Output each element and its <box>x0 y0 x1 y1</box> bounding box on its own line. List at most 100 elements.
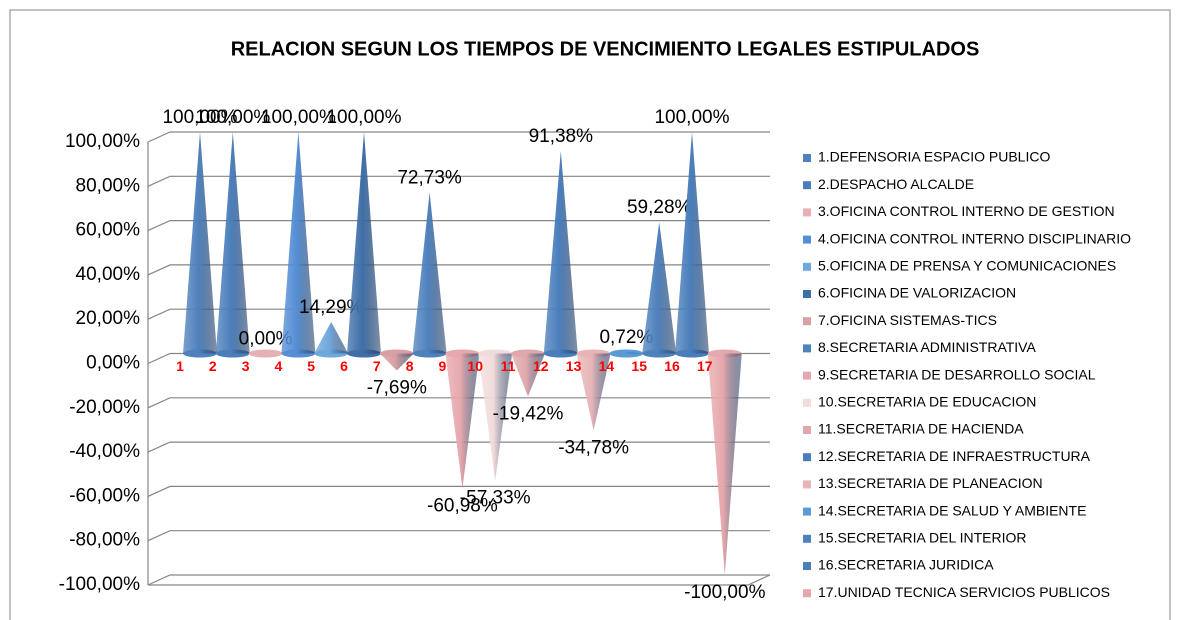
legend-label: 2.DESPACHO ALCALDE <box>818 176 974 192</box>
legend-label: 14.SECRETARIA DE SALUD Y AMBIENTE <box>818 502 1086 518</box>
value-label: 100,00% <box>162 107 237 128</box>
legend-swatch <box>803 480 811 489</box>
legend-label: 1.DEFENSORIA ESPACIO PUBLICO <box>818 149 1050 165</box>
cone <box>675 132 709 354</box>
legend-swatch <box>803 371 811 380</box>
cone <box>347 132 381 354</box>
x-tick-label: 3 <box>242 358 250 374</box>
cone <box>609 351 644 354</box>
y-tick-label: 60,00% <box>76 220 141 241</box>
y-tick-label: 80,00% <box>76 175 141 196</box>
legend-label: 6.OFICINA DE VALORIZACION <box>818 285 1016 301</box>
cone <box>314 321 349 354</box>
value-label: 100,00% <box>654 107 729 128</box>
x-tick-label: 6 <box>340 358 348 374</box>
y-tick-label: 20,00% <box>76 308 141 329</box>
cone <box>642 222 677 354</box>
legend-label: 3.OFICINA CONTROL INTERNO DE GESTION <box>818 203 1115 219</box>
y-tick-label: -60,00% <box>69 485 140 506</box>
legend-label: 11.SECRETARIA DE HACIENDA <box>818 421 1024 437</box>
grid-line <box>147 574 770 586</box>
legend-swatch <box>803 290 811 298</box>
x-tick-label: 7 <box>373 358 381 374</box>
value-label: 100,00% <box>195 107 270 128</box>
y-tick-label: -80,00% <box>69 530 140 551</box>
x-tick-label: 14 <box>599 358 615 374</box>
cone-base <box>248 349 283 358</box>
x-tick-label: 4 <box>275 358 283 374</box>
legend-swatch <box>803 262 811 271</box>
value-label: -34,78% <box>558 438 629 459</box>
legend-swatch <box>803 154 811 162</box>
legend-swatch <box>803 235 811 244</box>
legend-label: 10.SECRETARIA DE EDUCACION <box>818 394 1036 410</box>
value-label: 91,38% <box>529 126 594 147</box>
x-tick-label: 12 <box>533 358 549 374</box>
cone <box>576 353 611 431</box>
legend-swatch <box>803 181 811 190</box>
cone <box>281 132 316 354</box>
cone <box>412 192 447 354</box>
value-label: 0,72% <box>599 327 653 348</box>
value-label: 0,00% <box>239 329 293 350</box>
legend-label: 15.SECRETARIA DEL INTERIOR <box>818 530 1027 546</box>
value-label: -60,98% <box>427 496 498 517</box>
grid-line <box>147 220 770 232</box>
legend-label: 4.OFICINA CONTROL INTERNO DISCIPLINARIO <box>818 230 1131 246</box>
legend-label: 13.SECRETARIA DE PLANEACION <box>818 475 1043 491</box>
legend-swatch <box>803 208 811 217</box>
x-tick-label: 11 <box>501 358 516 374</box>
y-tick-label: 0,00% <box>86 353 140 374</box>
legend-swatch <box>803 426 811 434</box>
x-tick-label: 2 <box>209 358 217 374</box>
legend-swatch <box>803 589 811 598</box>
legend-label: 17.UNIDAD TECNICA SERVICIOS PUBLICOS <box>818 584 1110 600</box>
x-tick-label: 13 <box>566 358 582 374</box>
x-tick-label: 1 <box>176 358 184 374</box>
y-tick-label: 40,00% <box>76 264 141 285</box>
legend-label: 12.SECRETARIA DE INFRAESTRUCTURA <box>818 448 1091 464</box>
legend-swatch <box>803 317 811 326</box>
grid-line <box>147 131 770 143</box>
legend-swatch <box>803 534 811 543</box>
value-label: 59,28% <box>627 197 692 218</box>
value-label: 100,00% <box>261 107 336 128</box>
x-tick-label: 5 <box>307 358 315 374</box>
legend-swatch <box>803 507 811 516</box>
grid-line <box>147 485 770 497</box>
floor-edge <box>148 574 771 586</box>
x-tick-label: 9 <box>439 358 447 374</box>
y-tick-label: -40,00% <box>69 441 140 462</box>
cone <box>215 132 250 354</box>
x-tick-label: 15 <box>631 358 647 374</box>
cone <box>707 353 742 575</box>
legend-label: 5.OFICINA DE PRENSA Y COMUNICACIONES <box>818 258 1116 274</box>
value-label: -57,33% <box>460 488 531 509</box>
legend-swatch <box>803 562 811 570</box>
cone <box>478 353 513 481</box>
x-tick-label: 8 <box>406 358 414 374</box>
y-tick-label: -20,00% <box>69 397 140 418</box>
grid-line <box>147 441 770 453</box>
grid-line <box>147 530 770 542</box>
value-label: 72,73% <box>397 167 462 188</box>
grid-line <box>147 175 770 187</box>
legend-label: 16.SECRETARIA JURIDICA <box>818 557 994 573</box>
cone <box>445 353 480 489</box>
legend-label: 7.OFICINA SISTEMAS-TICS <box>818 312 997 328</box>
x-tick-label: 16 <box>664 358 680 374</box>
y-tick-label: 100,00% <box>65 131 140 152</box>
value-label: 100,00% <box>326 107 401 128</box>
legend-swatch <box>803 398 811 407</box>
legend-swatch <box>803 344 811 353</box>
cone <box>379 353 414 371</box>
legend-swatch <box>803 453 811 462</box>
value-label: 14,29% <box>299 297 364 318</box>
cone <box>543 151 578 354</box>
cone <box>511 353 545 397</box>
legend-label: 9.SECRETARIA DE DESARROLLO SOCIAL <box>818 366 1096 382</box>
legend-label: 8.SECRETARIA ADMINISTRATIVA <box>818 339 1036 355</box>
value-label: -19,42% <box>493 404 564 425</box>
chart-title: RELACION SEGUN LOS TIEMPOS DE VENCIMIENT… <box>231 38 980 60</box>
